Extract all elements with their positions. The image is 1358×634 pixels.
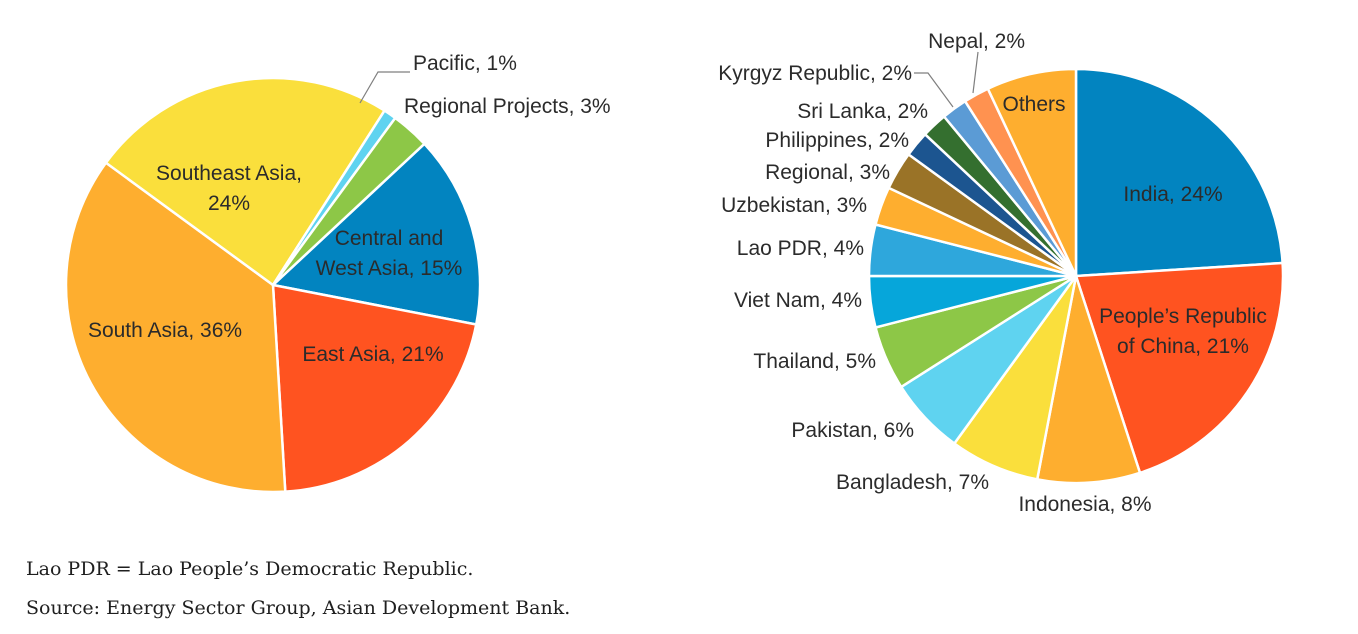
- slice-label-pacific: Pacific, 1%: [413, 52, 517, 75]
- pie-slice-peoples-republic-of-china: [1074, 261, 1285, 475]
- pie-slice-regional-projects: [271, 116, 426, 287]
- leader-line-pacific: [359, 71, 410, 104]
- leader-line-kyrgyz-republic: [914, 72, 954, 108]
- slice-label-central-and-west-asia: Central and West Asia, 15%: [316, 227, 463, 280]
- slice-label-philippines: Philippines, 2%: [765, 129, 909, 152]
- slice-label-southeast-asia: Southeast Asia, 24%: [156, 162, 302, 215]
- slice-label-indonesia: Indonesia, 8%: [1018, 493, 1151, 516]
- pie-slice-south-asia: [64, 161, 287, 494]
- leader-line-nepal: [972, 51, 979, 94]
- slice-label-bangladesh: Bangladesh, 7%: [836, 471, 989, 494]
- pie-slice-southeast-asia: [104, 76, 386, 287]
- slice-label-india: India, 24%: [1123, 183, 1222, 206]
- slice-label-others: Others: [1002, 93, 1065, 116]
- pie-slice-india: [1074, 67, 1284, 278]
- pie-slice-others: [986, 67, 1078, 278]
- slice-label-kyrgyz-republic: Kyrgyz Republic, 2%: [718, 62, 912, 85]
- slice-label-uzbekistan: Uzbekistan, 3%: [721, 194, 867, 217]
- slice-label-south-asia: South Asia, 36%: [88, 319, 242, 342]
- pie-slice-central-and-west-asia: [271, 142, 482, 326]
- regional-share-pie: Central and West Asia, 15% East Asia, 21% S…: [64, 52, 611, 494]
- slice-label-peoples-republic-of-china: People’s Republic of China, 21%: [1099, 305, 1267, 358]
- slice-label-nepal: Nepal, 2%: [928, 30, 1025, 53]
- country-share-pie: India, 24% People’s Republic of China, 21%…: [718, 30, 1285, 516]
- slice-label-regional: Regional, 3%: [765, 161, 890, 184]
- slice-label-viet-nam: Viet Nam, 4%: [734, 289, 862, 312]
- slice-label-east-asia: East Asia, 21%: [302, 343, 443, 366]
- pie-slice-east-asia: [271, 283, 478, 493]
- slice-label-lao-pdr: Lao PDR, 4%: [737, 237, 864, 260]
- source-note: Source: Energy Sector Group, Asian Devel…: [26, 597, 571, 619]
- slice-label-sri-lanka: Sri Lanka, 2%: [797, 100, 928, 123]
- slice-label-regional-projects: Regional Projects, 3%: [404, 95, 611, 118]
- pie-charts: Central and West Asia, 15% East Asia, 21% S…: [64, 30, 1285, 516]
- slice-label-pakistan: Pakistan, 6%: [791, 419, 914, 442]
- slice-label-thailand: Thailand, 5%: [753, 350, 876, 373]
- abbreviation-note: Lao PDR = Lao People’s Democratic Republ…: [26, 558, 474, 580]
- pie-slice-indonesia: [1035, 274, 1142, 485]
